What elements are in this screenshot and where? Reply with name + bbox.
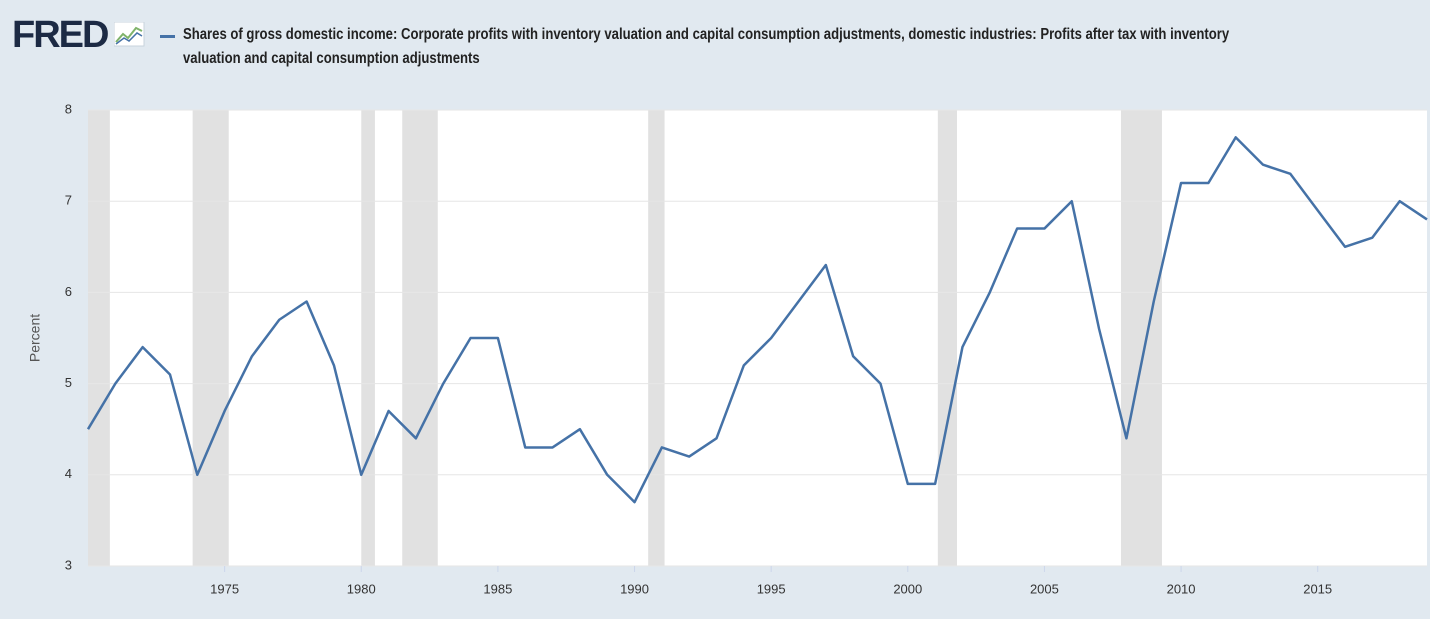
recession-band bbox=[937, 110, 957, 566]
x-tick-label: 2000 bbox=[893, 581, 922, 596]
x-tick-label: 1980 bbox=[347, 581, 376, 596]
legend-line bbox=[160, 35, 175, 38]
x-tick-label: 1975 bbox=[210, 581, 239, 596]
x-tick-label: 1990 bbox=[620, 581, 649, 596]
recession-band bbox=[1120, 110, 1162, 566]
y-tick-label: 6 bbox=[65, 284, 72, 299]
y-tick-label: 4 bbox=[65, 466, 72, 481]
x-tick-label: 1985 bbox=[483, 581, 512, 596]
line-series bbox=[86, 136, 1428, 504]
logo-icon bbox=[114, 22, 145, 47]
x-tick-label: 1995 bbox=[757, 581, 786, 596]
recession-band bbox=[648, 110, 665, 566]
y-tick-label: 5 bbox=[65, 375, 72, 390]
y-tick-label: 7 bbox=[65, 193, 72, 208]
recession-band bbox=[402, 110, 438, 566]
y-tick-label: 8 bbox=[65, 101, 72, 116]
recession-band bbox=[361, 110, 375, 566]
x-tick-label: 2015 bbox=[1303, 581, 1332, 596]
plot-area bbox=[88, 110, 1427, 566]
logo: FRED bbox=[12, 14, 109, 56]
recession-band bbox=[192, 110, 229, 566]
chart-title: Shares of gross domestic income: Corpora… bbox=[183, 26, 1230, 67]
x-tick-label: 2010 bbox=[1167, 581, 1196, 596]
recession-band bbox=[88, 110, 110, 566]
y-tick-label: 3 bbox=[65, 557, 72, 572]
x-tick-label: 2005 bbox=[1030, 581, 1059, 596]
y-axis-label: Percent bbox=[27, 314, 43, 362]
